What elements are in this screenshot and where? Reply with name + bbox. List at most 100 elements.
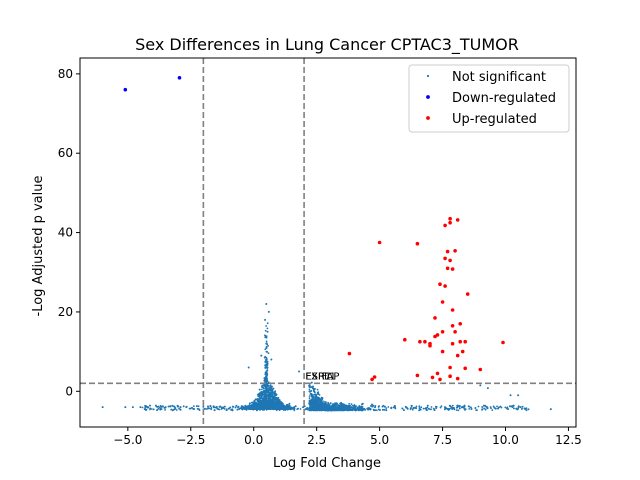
not-significant-point [155, 404, 157, 407]
not-significant-point [207, 405, 209, 408]
not-significant-point [235, 404, 238, 407]
not-significant-point [261, 397, 264, 400]
not-significant-point [336, 402, 338, 405]
not-significant-point [316, 400, 319, 403]
not-significant-point [213, 409, 216, 412]
not-significant-point [157, 405, 160, 408]
not-significant-point [270, 388, 272, 390]
not-significant-point [205, 408, 208, 410]
not-significant-point [439, 406, 442, 409]
not-significant-point [272, 387, 275, 390]
not-significant-point [182, 405, 185, 408]
not-significant-point [329, 402, 332, 405]
not-significant-point [299, 408, 302, 410]
not-significant-point [219, 405, 222, 408]
not-significant-point [435, 407, 438, 410]
not-significant-point [197, 405, 200, 408]
not-significant-point [315, 395, 318, 398]
not-significant-point [523, 407, 526, 410]
not-significant-point [371, 403, 373, 406]
not-significant-point [278, 402, 280, 405]
not-significant-point [220, 408, 223, 410]
not-significant-point [329, 405, 332, 408]
not-significant-point [350, 406, 353, 408]
not-significant-point [252, 401, 254, 404]
not-significant-point [486, 407, 489, 410]
not-significant-point [385, 409, 388, 412]
not-significant-point [150, 408, 153, 410]
not-significant-point [405, 406, 408, 409]
not-significant-point [308, 384, 311, 386]
not-significant-point [317, 393, 319, 395]
not-significant-point [310, 386, 313, 388]
not-significant-point [315, 409, 318, 411]
not-significant-point [209, 405, 212, 407]
not-significant-point [412, 407, 415, 409]
not-significant-point [450, 407, 453, 409]
not-significant-point [496, 405, 498, 408]
not-significant-point [267, 388, 270, 391]
not-significant-point [428, 408, 430, 410]
not-significant-point [328, 404, 331, 407]
not-significant-point [481, 406, 484, 408]
not-significant-point [216, 407, 219, 410]
not-significant-point [258, 397, 261, 400]
not-significant-point [316, 388, 319, 391]
not-significant-point [261, 386, 263, 388]
not-significant-point [196, 408, 199, 410]
not-significant-point [456, 404, 459, 407]
not-significant-point [231, 409, 234, 412]
not-significant-point [521, 408, 523, 410]
not-significant-point [310, 394, 313, 397]
not-significant-point [477, 405, 480, 408]
not-significant-point [316, 398, 319, 401]
not-significant-point [383, 408, 386, 411]
not-significant-point [258, 395, 261, 398]
not-significant-point [248, 404, 251, 407]
not-significant-point [314, 400, 316, 403]
not-significant-point [255, 398, 257, 401]
not-significant-point [278, 399, 281, 402]
not-significant-point [474, 407, 477, 409]
not-significant-point [257, 404, 260, 407]
not-significant-point [273, 393, 276, 396]
not-significant-point [308, 397, 311, 400]
points-layer [101, 76, 552, 412]
not-significant-point [253, 400, 256, 403]
not-significant-point [193, 405, 195, 408]
not-significant-point [418, 407, 421, 409]
not-significant-point [324, 402, 326, 405]
not-significant-point [334, 402, 336, 405]
not-significant-point [385, 407, 388, 409]
not-significant-point [261, 384, 264, 387]
not-significant-point [234, 406, 237, 409]
not-significant-point [261, 388, 263, 391]
not-significant-point [351, 404, 354, 407]
not-significant-point [491, 409, 494, 411]
not-significant-point [449, 404, 451, 407]
not-significant-point [308, 395, 311, 397]
not-significant-point [374, 406, 377, 408]
not-significant-point [527, 408, 530, 411]
not-significant-point [521, 405, 524, 408]
not-significant-point [455, 409, 458, 411]
not-significant-point [173, 405, 175, 408]
not-significant-point [229, 406, 232, 409]
not-significant-point [269, 384, 272, 387]
not-significant-point [207, 407, 210, 410]
not-significant-point [470, 408, 473, 410]
not-significant-point [212, 405, 215, 408]
not-significant-point [319, 404, 321, 407]
not-significant-point [159, 405, 162, 407]
not-significant-point [377, 406, 380, 408]
not-significant-point [245, 406, 248, 409]
not-significant-point [321, 397, 324, 400]
not-significant-point [179, 406, 182, 409]
not-significant-point [204, 407, 206, 410]
not-significant-point [270, 389, 272, 392]
not-significant-point [384, 405, 386, 408]
not-significant-point [210, 407, 213, 409]
not-significant-point [293, 407, 296, 410]
not-significant-point [312, 396, 314, 399]
not-significant-point [316, 405, 318, 407]
